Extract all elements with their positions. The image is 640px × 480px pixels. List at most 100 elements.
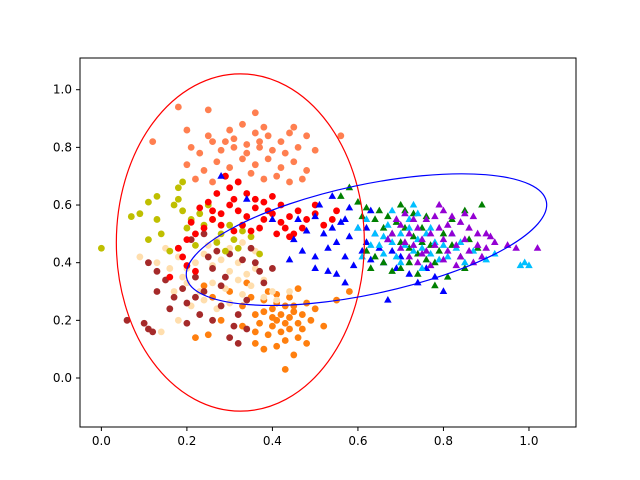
circle-point [157,328,165,336]
y-tick-label: 0.4 [53,256,72,270]
circle-point [226,201,234,209]
circle-point [286,178,293,186]
circle-point [277,311,285,318]
circle-point [153,259,161,267]
triangle-point [375,206,384,214]
triangle-point [525,261,533,269]
triangle-point [328,223,337,231]
triangle-point [298,246,307,254]
triangle-point [461,235,469,243]
triangle-point [405,252,414,260]
triangle-point [414,270,422,277]
triangle-point [332,238,341,246]
circle-point [230,143,238,151]
triangle-point [396,229,405,237]
triangle-point [311,212,319,220]
triangle-point [396,221,405,228]
circle-point [303,167,311,174]
triangle-point [396,258,405,266]
triangle-point [341,215,349,222]
circle-point [234,339,242,347]
triangle-point [473,241,482,248]
x-tick-label: 1.0 [519,434,538,448]
triangle-point [435,200,443,208]
circle-point [307,316,315,324]
triangle-point [405,229,414,237]
triangle-point [371,215,379,222]
triangle-point [448,212,456,220]
triangle-point [345,203,354,211]
triangle-point [405,244,414,251]
circle-point [204,241,212,249]
circle-point [230,135,238,143]
circle-point [286,213,293,220]
y-tick-label: 0.2 [53,313,72,327]
circle-point [286,325,293,333]
triangle-point [439,235,448,243]
circle-point [230,322,238,330]
triangle-point [396,244,405,251]
triangle-point [448,229,456,237]
circle-point [256,224,263,232]
triangle-point [418,244,426,251]
triangle-point [388,238,396,246]
circle-point [230,227,238,235]
circle-point [294,285,302,293]
triangle-point [354,223,362,231]
circle-point [153,267,161,275]
circle-point [140,319,148,327]
triangle-point [486,232,495,240]
circle-point [217,210,225,218]
circle-point [234,178,242,186]
circle-point [251,161,259,169]
triangle-point [439,206,448,214]
triangle-point [366,206,375,214]
circle-point [145,259,152,267]
triangle-point [396,264,405,271]
circle-point [247,233,255,241]
triangle-point [435,246,443,254]
triangle-point [409,200,418,208]
circle-point [269,322,276,330]
circle-point [277,218,285,226]
circle-point [243,141,251,148]
plot-frame [79,57,577,428]
circle-point [157,230,165,238]
circle-point [174,103,182,111]
x-tick-label: 0.0 [92,434,111,448]
circle-point [153,216,161,223]
circle-point [221,138,229,146]
circle-point [200,224,208,232]
circle-point [269,192,276,200]
circle-point [192,267,199,275]
circle-point [174,244,182,252]
circle-point [226,126,234,134]
circle-point [239,155,246,163]
triangle-point [478,252,486,260]
circle-point [204,106,212,114]
triangle-point [405,223,414,231]
circle-point [170,293,178,301]
circle-point [174,184,182,192]
circle-point [213,247,221,255]
ellipse-1 [185,173,548,307]
triangle-point [337,192,345,199]
circle-point [239,239,246,246]
circle-point [136,253,144,261]
x-axis-ticks: 0.0 0.2 0.4 0.6 0.8 1.0 [92,427,539,448]
triangle-point [461,209,469,217]
circle-point [183,224,191,232]
triangle-point [401,238,409,246]
circle-point [303,299,311,307]
circle-point [183,236,191,244]
circle-point [97,244,105,252]
circle-point [166,265,174,272]
triangle-point [319,229,328,237]
circle-point [277,164,285,171]
circle-point [136,210,144,218]
circle-point [209,265,216,272]
triangle-point [426,223,435,231]
triangle-point [332,270,341,277]
series-6 [217,171,448,303]
triangle-point [388,206,396,214]
